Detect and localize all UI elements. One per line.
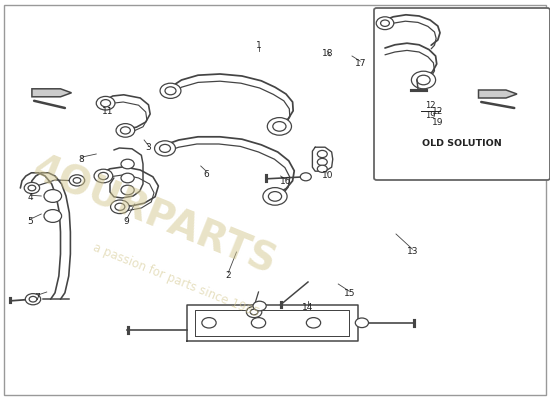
Circle shape	[411, 71, 436, 89]
Text: 1: 1	[256, 42, 261, 50]
Text: 13: 13	[407, 248, 418, 256]
Circle shape	[267, 118, 292, 135]
Text: 10: 10	[322, 172, 333, 180]
Circle shape	[116, 124, 135, 137]
Circle shape	[250, 309, 258, 315]
Text: 7: 7	[35, 294, 40, 302]
Text: 3: 3	[146, 144, 151, 152]
Circle shape	[317, 165, 327, 172]
Circle shape	[98, 172, 108, 180]
Circle shape	[268, 192, 282, 201]
Circle shape	[121, 173, 134, 183]
Text: a passion for parts since 1985: a passion for parts since 1985	[91, 240, 261, 320]
Text: 4: 4	[28, 194, 33, 202]
Text: 19: 19	[425, 112, 436, 120]
Circle shape	[25, 294, 41, 305]
Polygon shape	[32, 89, 72, 97]
Circle shape	[300, 173, 311, 181]
Circle shape	[306, 318, 321, 328]
Circle shape	[253, 301, 266, 311]
Circle shape	[24, 182, 40, 194]
Circle shape	[317, 150, 327, 158]
Text: 14: 14	[302, 304, 313, 312]
Circle shape	[111, 200, 129, 214]
Circle shape	[121, 159, 134, 169]
Circle shape	[263, 188, 287, 205]
Text: 12: 12	[425, 102, 436, 110]
Text: OLD SOLUTION: OLD SOLUTION	[422, 140, 502, 148]
Text: 9: 9	[124, 218, 129, 226]
Circle shape	[44, 210, 62, 222]
Circle shape	[115, 203, 125, 210]
Circle shape	[160, 83, 181, 98]
Circle shape	[94, 169, 113, 183]
Text: 18: 18	[322, 50, 333, 58]
Text: 8: 8	[79, 156, 84, 164]
Text: 11: 11	[102, 108, 113, 116]
Circle shape	[417, 75, 430, 85]
Circle shape	[355, 318, 368, 328]
Text: 6: 6	[204, 170, 209, 178]
Text: 16: 16	[280, 178, 292, 186]
Circle shape	[381, 20, 389, 26]
Circle shape	[120, 127, 130, 134]
Text: 19: 19	[432, 118, 443, 127]
Circle shape	[69, 175, 85, 186]
Circle shape	[160, 144, 170, 152]
FancyBboxPatch shape	[374, 8, 550, 180]
Circle shape	[202, 318, 216, 328]
Circle shape	[273, 122, 286, 131]
Text: 12: 12	[432, 108, 443, 116]
Circle shape	[376, 17, 394, 30]
Circle shape	[246, 306, 262, 318]
Circle shape	[101, 100, 111, 107]
Polygon shape	[478, 90, 517, 98]
Circle shape	[251, 318, 266, 328]
Text: 17: 17	[355, 60, 366, 68]
Circle shape	[155, 141, 175, 156]
Circle shape	[121, 185, 134, 195]
Text: 4OURPARTS: 4OURPARTS	[26, 150, 282, 282]
Circle shape	[29, 296, 37, 302]
Circle shape	[96, 96, 115, 110]
Circle shape	[317, 158, 327, 166]
Circle shape	[165, 87, 176, 95]
Text: 2: 2	[226, 272, 231, 280]
Circle shape	[44, 190, 62, 202]
Text: 5: 5	[28, 218, 33, 226]
Circle shape	[73, 178, 81, 183]
Text: 15: 15	[344, 290, 355, 298]
Circle shape	[28, 185, 36, 191]
